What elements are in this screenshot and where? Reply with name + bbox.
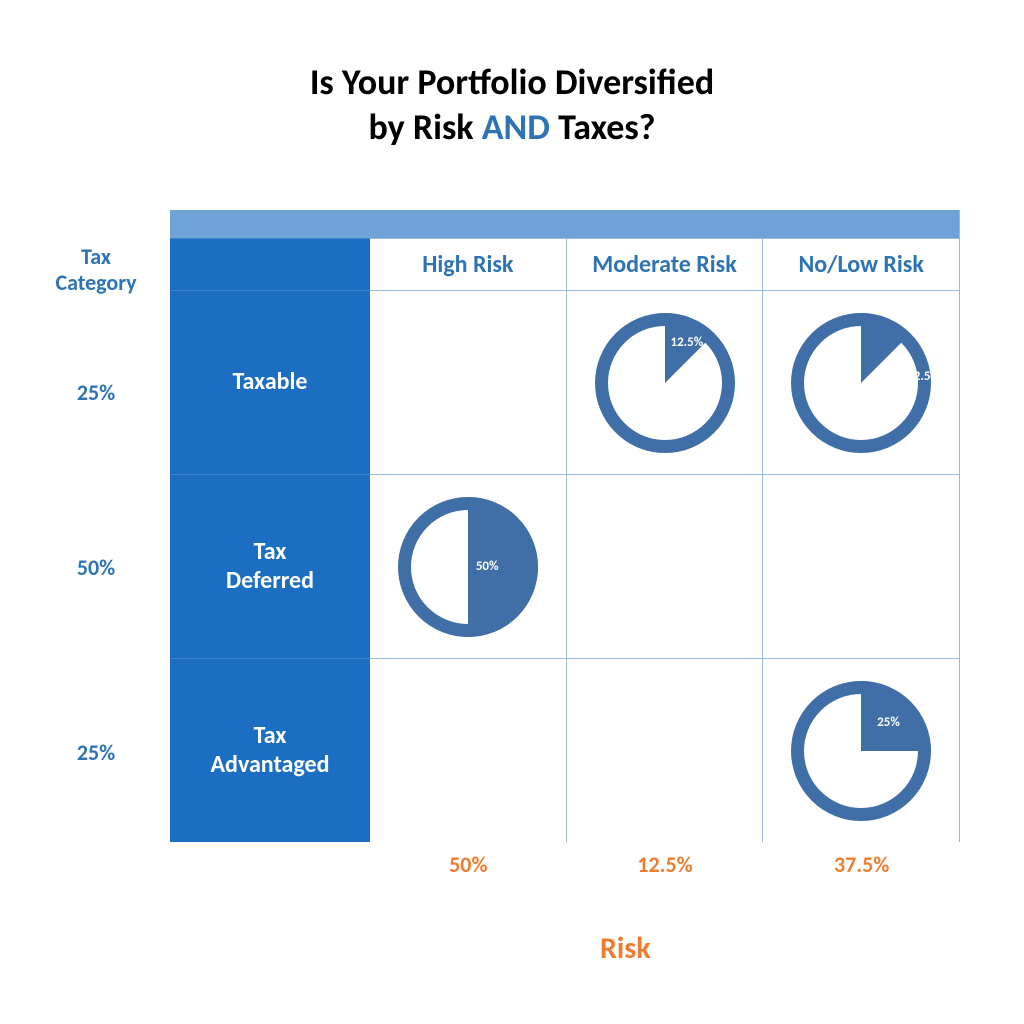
- cell-taxable-high: [370, 290, 567, 474]
- column-headers: High Risk Moderate Risk No/Low Risk: [170, 238, 960, 290]
- row-pct-taxable: 25%: [40, 380, 152, 406]
- cell-deferred-high: 50%: [370, 474, 567, 658]
- matrix-grid: High Risk Moderate Risk No/Low Risk Taxa…: [170, 210, 960, 886]
- column-totals: 50% 12.5% 37.5%: [170, 842, 960, 886]
- row-taxable: Taxable 12.5% 12.5%: [170, 290, 960, 474]
- donut-value-label: 12.5%: [671, 335, 704, 350]
- title-accent-word: AND: [482, 105, 550, 149]
- donut-chart: 12.5%: [788, 310, 934, 456]
- cell-taxable-low: 12.5%: [763, 290, 960, 474]
- col-total-moderate: 12.5%: [567, 851, 764, 878]
- donut-chart: 12.5%: [592, 310, 738, 456]
- cell-advantaged-moderate: [567, 658, 764, 842]
- cell-advantaged-low: 25%: [763, 658, 960, 842]
- row-header-deferred: TaxDeferred: [170, 474, 370, 658]
- row-pct-deferred: 50%: [40, 555, 152, 581]
- donut-value-label: 12.5%: [907, 369, 940, 384]
- cell-deferred-low: [763, 474, 960, 658]
- donut-chart: 25%: [788, 678, 934, 824]
- col-header-low-risk: No/Low Risk: [763, 238, 960, 290]
- donut-value-label: 50%: [476, 559, 499, 574]
- cell-deferred-moderate: [567, 474, 764, 658]
- side-header-tax-category: TaxCategory: [40, 244, 152, 297]
- cell-taxable-moderate: 12.5%: [567, 290, 764, 474]
- title-line2-pre: by Risk: [369, 105, 482, 149]
- cell-advantaged-high: [370, 658, 567, 842]
- donut-value-label: 25%: [877, 715, 900, 730]
- header-bar: [170, 210, 960, 238]
- corner-spacer: [170, 238, 370, 290]
- side-header-text: TaxCategory: [55, 243, 136, 296]
- col-header-high-risk: High Risk: [370, 238, 567, 290]
- title-line2-post: Taxes?: [550, 105, 656, 149]
- row-deferred: TaxDeferred 50%: [170, 474, 960, 658]
- row-header-advantaged: TaxAdvantaged: [170, 658, 370, 842]
- col-header-moderate-risk: Moderate Risk: [567, 238, 764, 290]
- page-title: Is Your Portfolio Diversified by Risk AN…: [0, 0, 1024, 150]
- col-total-high: 50%: [370, 851, 567, 878]
- row-advantaged: TaxAdvantaged 25%: [170, 658, 960, 842]
- axis-label-risk: Risk: [600, 930, 651, 967]
- col-total-low: 37.5%: [763, 851, 960, 878]
- title-line1: Is Your Portfolio Diversified: [310, 60, 714, 104]
- row-pct-advantaged: 25%: [40, 740, 152, 766]
- row-header-taxable: Taxable: [170, 290, 370, 474]
- donut-chart: 50%: [395, 494, 541, 640]
